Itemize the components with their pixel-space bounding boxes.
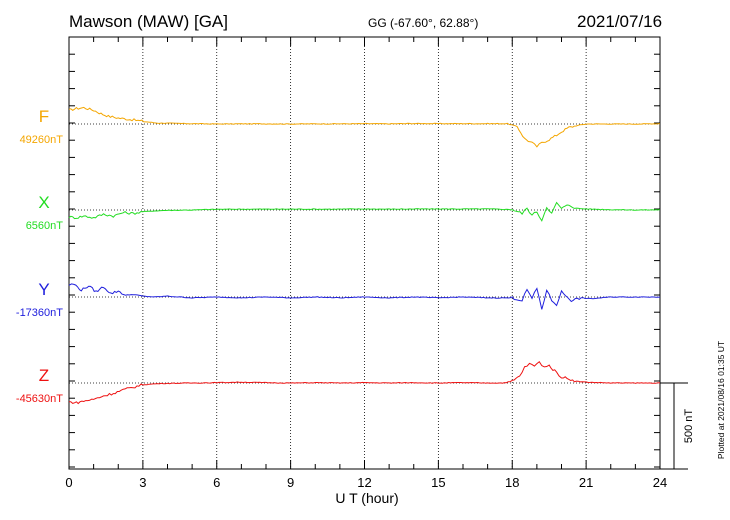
x-tick-label-12: 12 bbox=[357, 475, 371, 490]
trace-x bbox=[68, 201, 661, 222]
x-tick-label-24: 24 bbox=[653, 475, 667, 490]
x-tick-label-21: 21 bbox=[579, 475, 593, 490]
series-letter-f: F bbox=[39, 107, 49, 126]
plotted-footnote: Plotted at 2021/08/16 01:35 UT bbox=[716, 341, 726, 459]
x-tick-label-0: 0 bbox=[65, 475, 72, 490]
x-tick-label-3: 3 bbox=[139, 475, 146, 490]
baselines bbox=[69, 123, 660, 384]
tick-marks bbox=[68, 36, 661, 469]
x-tick-label-6: 6 bbox=[213, 475, 220, 490]
station-coordinates: GG (-67.60°, 62.88°) bbox=[368, 16, 479, 30]
series-baseline-y: -17360nT bbox=[16, 307, 63, 319]
x-tick-labels: 0 3 6 9 12 15 18 21 24 bbox=[65, 475, 667, 490]
scale-bar: 500 nT bbox=[660, 382, 695, 470]
x-tick-label-9: 9 bbox=[287, 475, 294, 490]
series-letter-x: X bbox=[38, 193, 49, 212]
series-letter-y: Y bbox=[38, 280, 49, 299]
chart-title: Mawson (MAW) [GA] bbox=[69, 12, 228, 31]
chart-date: 2021/07/16 bbox=[577, 12, 663, 31]
trace-z bbox=[68, 360, 661, 405]
x-axis-title: U T (hour) bbox=[335, 490, 398, 506]
scale-bar-label: 500 nT bbox=[683, 409, 695, 444]
trace-f bbox=[68, 106, 660, 148]
grid-lines bbox=[142, 37, 587, 469]
x-tick-label-15: 15 bbox=[431, 475, 445, 490]
trace-y bbox=[68, 283, 661, 310]
x-tick-label-18: 18 bbox=[505, 475, 519, 490]
series-traces bbox=[68, 106, 661, 405]
series-baseline-z: -45630nT bbox=[16, 393, 63, 405]
series-labels: F 49260nT X 6560nT Y -17360nT Z -45630nT bbox=[16, 107, 63, 405]
series-letter-z: Z bbox=[39, 366, 49, 385]
series-baseline-f: 49260nT bbox=[20, 134, 64, 146]
series-baseline-x: 6560nT bbox=[26, 220, 64, 232]
